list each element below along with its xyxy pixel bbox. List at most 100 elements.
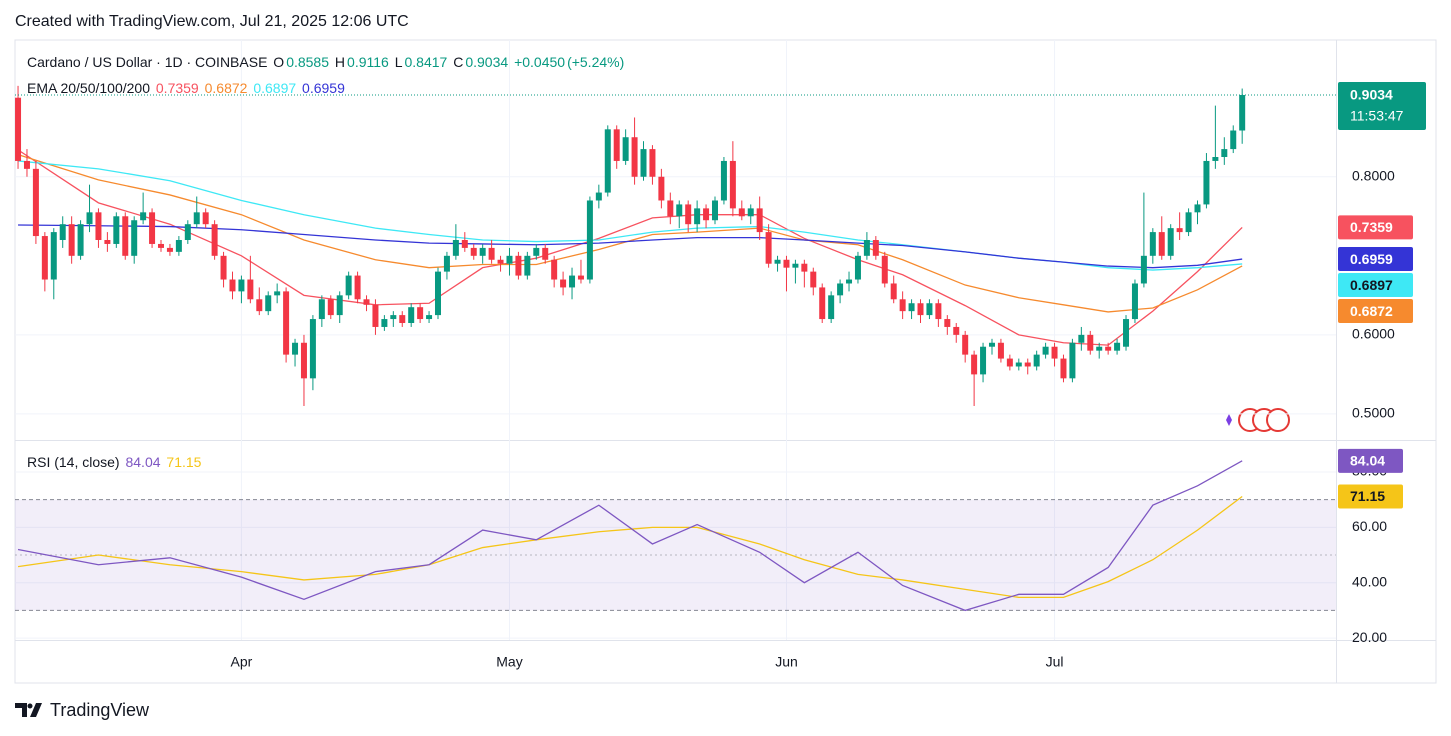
y-tick-label: 0.6000: [1352, 326, 1395, 342]
candle-body: [434, 271, 441, 316]
candle-body: [747, 208, 754, 217]
candle-body: [140, 212, 147, 221]
candle-body: [569, 275, 576, 288]
candle-body: [1239, 95, 1246, 131]
x-tick-label: Jun: [775, 654, 798, 670]
high-value: 0.9116: [347, 54, 389, 70]
candle-body: [15, 97, 22, 161]
candle-body: [640, 149, 647, 177]
y-tick-label: 0.5000: [1352, 405, 1395, 421]
candle-body: [158, 243, 165, 248]
candle-body: [560, 279, 567, 288]
candle-body: [1230, 130, 1237, 150]
candle-body: [1176, 228, 1183, 233]
candle-body: [488, 247, 495, 260]
rsi-label: RSI (14, close): [27, 454, 120, 470]
indicator-label: EMA 20/50/100/200: [27, 80, 150, 96]
ema-line: [17, 154, 1243, 313]
candle-body: [283, 291, 290, 355]
ema-badge-text: 0.6897: [1350, 277, 1393, 293]
candle-body: [77, 224, 84, 256]
ohlc-letter: O: [273, 54, 285, 70]
flag-icon: [1266, 408, 1290, 432]
candle-body: [1051, 346, 1058, 359]
candle-body: [872, 240, 879, 256]
candle-body: [1033, 354, 1040, 367]
ema-value: 0.6959: [302, 80, 345, 96]
candle-body: [854, 255, 861, 280]
candle-body: [720, 160, 727, 201]
candle-body: [971, 354, 978, 375]
candle-body: [953, 326, 960, 335]
candle-body: [881, 255, 888, 284]
candle-body: [810, 271, 817, 288]
candle-body: [1123, 319, 1130, 347]
candle-body: [68, 224, 75, 256]
ema-line: [17, 160, 1243, 271]
ohlc-letter: C: [453, 54, 464, 70]
candle-body: [792, 263, 799, 268]
rsi-tick-label: 40.00: [1352, 573, 1387, 589]
candle-body: [86, 212, 93, 225]
candle-body: [577, 275, 584, 280]
candle-body: [1185, 212, 1192, 233]
candle-body: [658, 176, 665, 201]
rsi-ma-line: [17, 495, 1243, 599]
candle-body: [41, 236, 48, 280]
candle-body: [238, 279, 245, 292]
candle-body: [1096, 346, 1103, 351]
rsi-tick-label: 60.00: [1352, 518, 1387, 534]
x-tick-label: May: [496, 654, 522, 670]
candle-body: [1149, 232, 1156, 256]
x-tick-label: Jul: [1046, 654, 1064, 670]
candle-body: [59, 224, 66, 240]
candle-body: [506, 255, 513, 264]
candle-body: [345, 275, 352, 296]
candle-body: [256, 299, 263, 312]
candle-body: [1078, 334, 1085, 343]
candle-body: [837, 283, 844, 296]
ema-badge: [1338, 247, 1413, 272]
candle-body: [890, 283, 897, 300]
candle-body: [801, 263, 808, 272]
candle-body: [524, 255, 531, 276]
candle-body: [533, 247, 540, 256]
ema-value: 0.6897: [253, 80, 297, 96]
change-pct: (+5.24%): [567, 54, 625, 70]
price-badge: [1338, 82, 1426, 131]
open-value: 0.8585: [286, 54, 330, 70]
candle-body: [1015, 362, 1022, 367]
candle-body: [336, 295, 343, 316]
candle-body: [247, 279, 254, 300]
candle-body: [95, 212, 102, 240]
ohlc-letter: L: [394, 54, 403, 70]
ema-value: 0.7359: [155, 80, 199, 96]
candle-body: [613, 129, 620, 161]
candle-body: [1087, 334, 1094, 351]
candle-body: [220, 255, 227, 280]
candle-body: [363, 299, 370, 305]
candle-body: [586, 200, 593, 280]
candle-body: [962, 334, 969, 355]
candle-body: [604, 129, 611, 193]
candle-body: [461, 240, 468, 248]
ohlc-letter: H: [334, 54, 346, 70]
candle-body: [32, 168, 39, 237]
candle-body: [944, 319, 951, 327]
candle-body: [783, 259, 790, 268]
candle-body: [470, 247, 477, 256]
price-badge-text: 0.9034: [1350, 87, 1393, 103]
header: Created with TradingView.com, Jul 21, 20…: [15, 13, 409, 30]
candle-body: [229, 279, 236, 292]
candle-body: [1158, 232, 1165, 256]
candle-body: [595, 192, 602, 201]
rsi-badge: [1338, 484, 1403, 509]
candle-body: [309, 319, 316, 379]
candle-body: [1069, 342, 1076, 379]
candle-body: [184, 224, 191, 240]
x-tick-label: Apr: [231, 654, 253, 670]
candle-body: [819, 287, 826, 320]
candle-body: [452, 240, 459, 256]
